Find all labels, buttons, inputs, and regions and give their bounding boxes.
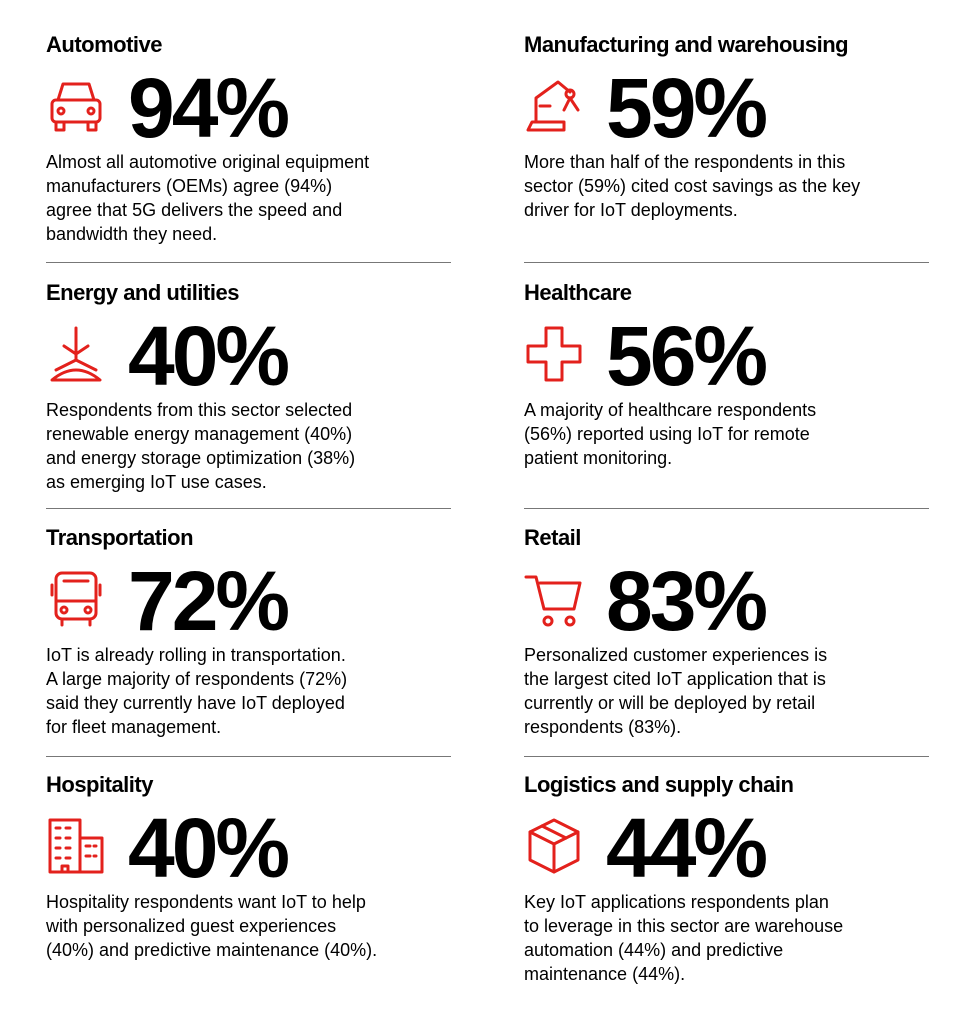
separator (46, 756, 451, 757)
sector-icon (50, 82, 102, 132)
sector-icon (48, 818, 104, 874)
description-line: (56%) reported using IoT for remote (524, 424, 810, 444)
separator (524, 508, 929, 509)
separator (46, 508, 451, 509)
description-line: patient monitoring. (524, 448, 673, 468)
stat: 40% (128, 309, 290, 403)
description-line: to leverage in this sector are warehouse (524, 916, 844, 936)
description-line: said they currently have IoT deployed (46, 693, 345, 713)
description-line: Key IoT applications respondents plan (524, 892, 829, 912)
sector: Logistics and supply chain 44% Key IoT app… (524, 772, 934, 1002)
sector-icon (50, 326, 102, 382)
description: Hospitality respondents want IoT to help… (46, 890, 377, 962)
description-line: the largest cited IoT application that i… (524, 669, 826, 689)
sector-title: Transportation (46, 525, 194, 550)
sector: Retail 83% Personalized customer experienc… (524, 525, 934, 755)
description-line: automation (44%) and predictive (524, 940, 784, 960)
description-line: maintenance (44%). (524, 964, 686, 984)
sector-title: Retail (524, 525, 581, 550)
stat: 72% (128, 554, 290, 648)
description-line: Almost all automotive original equipment (46, 152, 370, 172)
sector: Transportation 72% IoT is already rolling … (46, 525, 456, 755)
description-line: manufacturers (OEMs) agree (94%) (46, 176, 333, 196)
description-line: Personalized customer experiences is (524, 645, 828, 665)
description-line: renewable energy management (40%) (46, 424, 353, 444)
sector-icon (526, 326, 582, 382)
sector-title: Hospitality (46, 772, 153, 797)
sector-title: Logistics and supply chain (524, 772, 794, 797)
sector-title: Healthcare (524, 280, 632, 305)
sector-title: Manufacturing and warehousing (524, 32, 849, 57)
sector-title: Automotive (46, 32, 163, 57)
description-line: agree that 5G delivers the speed and (46, 200, 343, 220)
description: IoT is already rolling in transportation… (46, 643, 347, 739)
description-line: for fleet management. (46, 717, 222, 737)
stat: 56% (606, 309, 768, 403)
description-line: and energy storage optimization (38%) (46, 448, 356, 468)
description: Respondents from this sector selected ren… (46, 398, 355, 494)
description-line: currently or will be deployed by retail (524, 693, 816, 713)
separator (524, 262, 929, 263)
description-line: Hospitality respondents want IoT to help (46, 892, 366, 912)
description-line: A large majority of respondents (72%) (46, 669, 348, 689)
description: More than half of the respondents in thi… (524, 150, 860, 222)
stat: 40% (128, 801, 290, 895)
sector-title: Energy and utilities (46, 280, 239, 305)
description-line: (40%) and predictive maintenance (40%). (46, 940, 378, 960)
description-line: More than half of the respondents in thi… (524, 152, 846, 172)
description: Almost all automotive original equipment… (46, 150, 369, 246)
stat: 44% (606, 801, 768, 895)
sector: Healthcare 56% A majority of healthcare re… (524, 280, 934, 510)
description-line: with personalized guest experiences (46, 916, 337, 936)
description: Key IoT applications respondents plan to … (524, 890, 843, 986)
sector-icon (524, 575, 582, 627)
sector: Manufacturing and warehousing 59% More tha… (524, 32, 934, 262)
separator (46, 262, 451, 263)
sector-icon (526, 80, 580, 132)
stat: 59% (606, 61, 768, 155)
sector: Energy and utilities 40% Respondents from … (46, 280, 456, 510)
sector-icon (50, 571, 102, 627)
sector: Automotive 94% Almost all automotive origi… (46, 32, 456, 262)
description-line: sector (59%) cited cost savings as the k… (524, 176, 861, 196)
description-line: as emerging IoT use cases. (46, 472, 267, 492)
description-line: A majority of healthcare respondents (524, 400, 817, 420)
description-line: Respondents from this sector selected (46, 400, 353, 420)
separator (524, 756, 929, 757)
stat: 83% (606, 554, 768, 648)
description: A majority of healthcare respondents (56%… (524, 398, 816, 470)
sector-icon (528, 818, 580, 874)
description: Personalized customer experiences is the … (524, 643, 827, 739)
description-line: IoT is already rolling in transportation… (46, 645, 346, 665)
description-line: respondents (83%). (524, 717, 682, 737)
stat: 94% (128, 61, 290, 155)
description-line: bandwidth they need. (46, 224, 218, 244)
description-line: driver for IoT deployments. (524, 200, 738, 220)
sector: Hospitality 40% Hospitality respondents wa… (46, 772, 456, 1002)
